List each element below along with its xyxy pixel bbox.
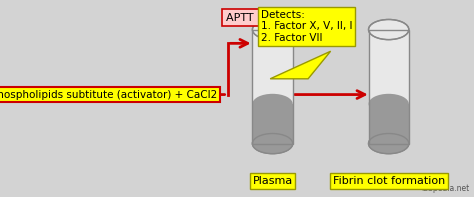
Ellipse shape bbox=[252, 20, 292, 40]
Ellipse shape bbox=[368, 134, 409, 154]
Text: Fibrin clot formation: Fibrin clot formation bbox=[333, 176, 445, 186]
Bar bbox=[368, 30, 409, 144]
Text: APTT Reaction: APTT Reaction bbox=[226, 13, 305, 23]
Bar bbox=[368, 104, 409, 144]
Polygon shape bbox=[270, 51, 331, 79]
Bar bbox=[252, 104, 292, 144]
Ellipse shape bbox=[252, 94, 292, 114]
Ellipse shape bbox=[368, 94, 409, 114]
Ellipse shape bbox=[368, 20, 409, 40]
Bar bbox=[368, 30, 409, 144]
Text: Phospholipids subtitute (activator) + CaCl2: Phospholipids subtitute (activator) + Ca… bbox=[0, 90, 218, 99]
Text: labpedia.net: labpedia.net bbox=[421, 184, 469, 193]
Text: Detects:
1. Factor X, V, II, I
2. Factor VII: Detects: 1. Factor X, V, II, I 2. Factor… bbox=[261, 10, 352, 43]
Text: Plasma: Plasma bbox=[253, 176, 292, 186]
Ellipse shape bbox=[252, 134, 292, 154]
Bar bbox=[252, 30, 292, 144]
Ellipse shape bbox=[368, 134, 409, 154]
Ellipse shape bbox=[252, 134, 292, 154]
Bar bbox=[252, 30, 292, 144]
